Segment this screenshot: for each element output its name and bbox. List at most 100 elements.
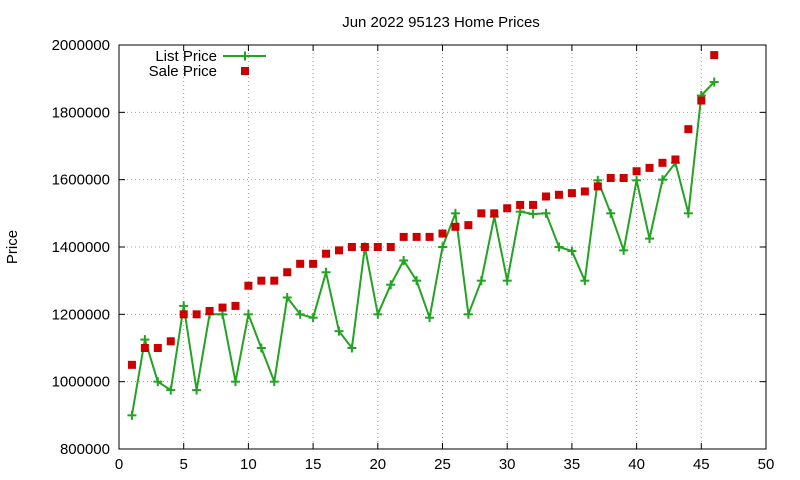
- sale-price-point: [503, 204, 512, 213]
- sale-price-point: [140, 344, 149, 352]
- sale-price-point: [192, 310, 201, 319]
- list-price-point: [463, 309, 473, 319]
- list-price-point: [438, 242, 447, 252]
- sale-price-point: [334, 246, 343, 255]
- y-tick-label: 1600000: [52, 172, 110, 189]
- list-price-point: [619, 245, 629, 255]
- sale-price-point: [438, 229, 447, 238]
- sale-price-point: [606, 173, 615, 182]
- sale-price-point: [425, 232, 434, 241]
- x-tick-label: 0: [115, 456, 123, 473]
- list-price-point: [321, 267, 331, 277]
- sale-price-point: [477, 209, 486, 218]
- sale-price-point: [529, 200, 538, 209]
- sale-price-point: [490, 209, 499, 218]
- sale-price-point: [244, 281, 253, 290]
- legend-label-list-price: List Price: [155, 48, 217, 65]
- list-price-point: [412, 276, 422, 286]
- list-price-point: [308, 313, 318, 323]
- sale-price-point: [218, 303, 227, 312]
- y-tick-label: 1800000: [52, 104, 110, 121]
- sale-price-point: [516, 200, 525, 209]
- list-price-point: [166, 385, 176, 395]
- sale-price-point: [309, 259, 318, 268]
- sale-price-point: [412, 232, 421, 241]
- list-price-point: [153, 377, 163, 387]
- x-tick-label: 5: [180, 456, 188, 473]
- y-axis-label: Price: [4, 230, 21, 264]
- y-tick-label: 800000: [60, 441, 110, 458]
- legend-swatch-list-price: [223, 51, 266, 61]
- sale-price-point: [580, 187, 589, 196]
- list-price-point: [450, 208, 460, 218]
- list-price-point: [554, 242, 564, 252]
- sale-price-point: [542, 192, 551, 201]
- list-price-point: [502, 276, 512, 286]
- grid-lines: [119, 45, 766, 449]
- list-price-point: [386, 280, 396, 290]
- list-price-point: [606, 208, 616, 218]
- x-tick-label: 40: [628, 456, 645, 473]
- sale-price-point: [464, 221, 473, 230]
- list-price-point: [127, 410, 137, 420]
- list-price-point: [334, 326, 344, 336]
- y-tick-label: 1000000: [52, 374, 110, 391]
- list-price-point: [632, 175, 642, 185]
- list-price-point: [282, 293, 292, 302]
- x-tick-label: 20: [369, 456, 386, 473]
- x-tick-label: 50: [758, 456, 775, 473]
- axis-ticks: 0 5 10 15 20 25 30 35 40 45 50 800000 1000000 1200000…: [52, 37, 775, 473]
- sale-price-point: [153, 344, 162, 352]
- sale-price-point: [360, 243, 369, 251]
- list-price-point: [179, 301, 189, 311]
- list-price-point: [645, 234, 655, 244]
- legend-swatch-sale-price: [241, 67, 249, 75]
- sale-price-point: [347, 243, 356, 251]
- sale-price-point: [684, 125, 693, 134]
- y-tick-label: 2000000: [52, 37, 110, 54]
- list-price-point: [230, 377, 240, 387]
- sale-price-point: [399, 232, 408, 241]
- sale-price-point: [632, 167, 641, 176]
- list-price-point: [567, 246, 577, 256]
- sale-price-point: [322, 249, 331, 258]
- sale-price-point: [645, 163, 654, 172]
- list-price-point: [425, 313, 435, 323]
- x-tick-label: 30: [499, 456, 516, 473]
- sale-price-point: [373, 243, 382, 251]
- list-price-point: [476, 276, 486, 286]
- list-price-point: [580, 276, 590, 286]
- list-price-point: [373, 309, 383, 319]
- sale-price-point: [179, 310, 188, 319]
- sale-price-point: [710, 51, 719, 60]
- legend-label-sale-price: Sale Price: [149, 63, 217, 80]
- list-price-point: [528, 209, 538, 219]
- x-tick-label: 15: [305, 456, 322, 473]
- x-tick-label: 10: [240, 456, 257, 473]
- sale-price-point: [296, 259, 305, 268]
- series-sale-price: [127, 51, 719, 369]
- sale-price-point: [283, 268, 292, 277]
- series-layer: [127, 51, 719, 420]
- sale-price-point: [593, 182, 602, 191]
- sale-price-point: [567, 189, 576, 198]
- sale-price-point: [257, 276, 266, 285]
- list-price-point: [269, 377, 279, 387]
- legend: List Price Sale Price: [149, 48, 266, 80]
- list-price-point: [683, 208, 693, 218]
- sale-price-point: [671, 155, 680, 164]
- list-price-point: [399, 255, 409, 265]
- chart-title: Jun 2022 95123 Home Prices: [342, 14, 540, 31]
- sale-price-point: [619, 173, 628, 182]
- sale-price-point: [386, 243, 395, 251]
- list-price-point: [243, 309, 253, 319]
- sale-price-point: [554, 190, 563, 199]
- list-price-point: [295, 309, 305, 319]
- y-tick-label: 1200000: [52, 306, 110, 323]
- sale-price-point: [270, 276, 279, 285]
- x-tick-label: 45: [693, 456, 710, 473]
- list-price-line: [130, 81, 715, 416]
- y-tick-label: 1400000: [52, 239, 110, 256]
- list-price-point: [709, 77, 719, 87]
